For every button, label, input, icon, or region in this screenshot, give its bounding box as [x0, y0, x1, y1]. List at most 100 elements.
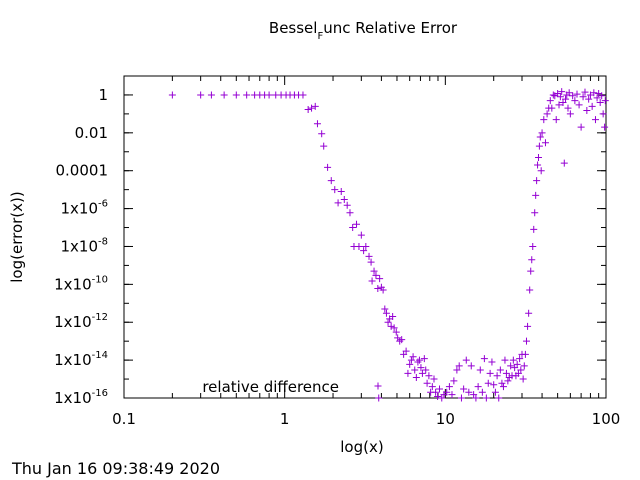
data-point	[375, 394, 383, 402]
data-point	[501, 356, 509, 364]
data-point	[599, 110, 607, 118]
x-axis-label: log(x)	[340, 438, 383, 456]
data-point	[552, 116, 560, 124]
data-point	[365, 252, 373, 260]
data-point	[402, 347, 410, 355]
data-point	[367, 258, 375, 266]
data-point	[415, 356, 423, 364]
data-point	[520, 362, 528, 370]
data-point	[558, 88, 566, 96]
data-point	[420, 355, 428, 363]
data-point	[529, 242, 537, 250]
data-point	[536, 133, 544, 141]
data-point	[534, 161, 542, 169]
data-point	[443, 388, 451, 396]
x-tick-label: 1	[280, 410, 290, 428]
data-point	[522, 337, 530, 345]
data-point	[526, 286, 534, 294]
data-point	[504, 377, 512, 385]
data-point	[372, 271, 380, 279]
data-point	[562, 95, 570, 103]
data-point	[588, 102, 596, 110]
data-point	[374, 285, 382, 293]
data-point	[337, 187, 345, 195]
data-point	[311, 102, 319, 110]
x-tick-label: 0.1	[112, 410, 136, 428]
x-tick-label: 10	[436, 410, 455, 428]
data-point	[598, 92, 606, 100]
data-point	[524, 322, 532, 330]
legend-label: relative difference	[202, 378, 339, 396]
data-point	[398, 336, 406, 344]
y-tick-label: 1	[98, 86, 108, 104]
data-point	[460, 385, 468, 393]
data-point	[353, 220, 361, 228]
data-point	[384, 318, 392, 326]
data-point	[357, 231, 365, 239]
data-point	[555, 101, 563, 109]
data-point	[601, 97, 609, 105]
legend-marker	[374, 382, 382, 390]
data-point	[349, 224, 357, 232]
data-point	[548, 104, 556, 112]
data-point	[455, 362, 463, 370]
data-point	[498, 379, 506, 387]
data-point	[486, 369, 494, 377]
data-point	[509, 356, 517, 364]
data-point	[528, 256, 536, 264]
data-point	[476, 366, 484, 374]
data-point	[482, 394, 490, 402]
data-point	[502, 369, 510, 377]
data-point	[478, 388, 486, 396]
data-point	[556, 93, 564, 101]
data-point	[533, 177, 541, 185]
data-point	[320, 142, 328, 150]
data-point	[457, 394, 465, 402]
y-tick-label: 0.0001	[56, 162, 109, 180]
data-point	[308, 104, 316, 112]
data-point	[569, 92, 577, 100]
data-point	[531, 209, 539, 217]
data-point	[565, 89, 573, 97]
data-point	[535, 142, 543, 150]
y-tick-label: 1x10-12	[54, 312, 108, 331]
data-point	[232, 91, 240, 99]
data-point	[422, 366, 430, 374]
data-point	[406, 360, 414, 368]
data-point	[360, 247, 368, 255]
data-point	[390, 324, 398, 332]
data-point	[448, 391, 456, 399]
data-point	[382, 309, 390, 317]
data-point	[376, 275, 384, 283]
y-tick-label: 0.01	[75, 124, 108, 142]
data-point	[543, 110, 551, 118]
data-point	[564, 104, 572, 112]
data-point	[368, 277, 376, 285]
data-point	[472, 394, 480, 402]
data-point	[453, 366, 461, 374]
data-point	[355, 242, 363, 250]
data-point	[525, 309, 533, 317]
data-point	[573, 90, 581, 98]
data-point	[474, 383, 482, 391]
data-point	[517, 366, 525, 374]
data-point	[499, 383, 507, 391]
data-point	[414, 358, 422, 366]
data-point	[491, 388, 499, 396]
data-point	[585, 95, 593, 103]
data-point	[575, 101, 583, 109]
data-point	[392, 328, 400, 336]
data-point	[566, 110, 574, 118]
data-point	[496, 366, 504, 374]
data-point	[546, 97, 554, 105]
data-point	[381, 305, 389, 313]
data-point	[430, 375, 438, 383]
data-point	[537, 167, 545, 175]
data-point	[507, 362, 515, 370]
y-tick-label: 1x10-10	[54, 274, 108, 293]
timestamp: Thu Jan 16 09:38:49 2020	[12, 459, 220, 478]
data-point	[590, 89, 598, 97]
data-point	[318, 130, 326, 138]
data-point	[490, 381, 498, 389]
